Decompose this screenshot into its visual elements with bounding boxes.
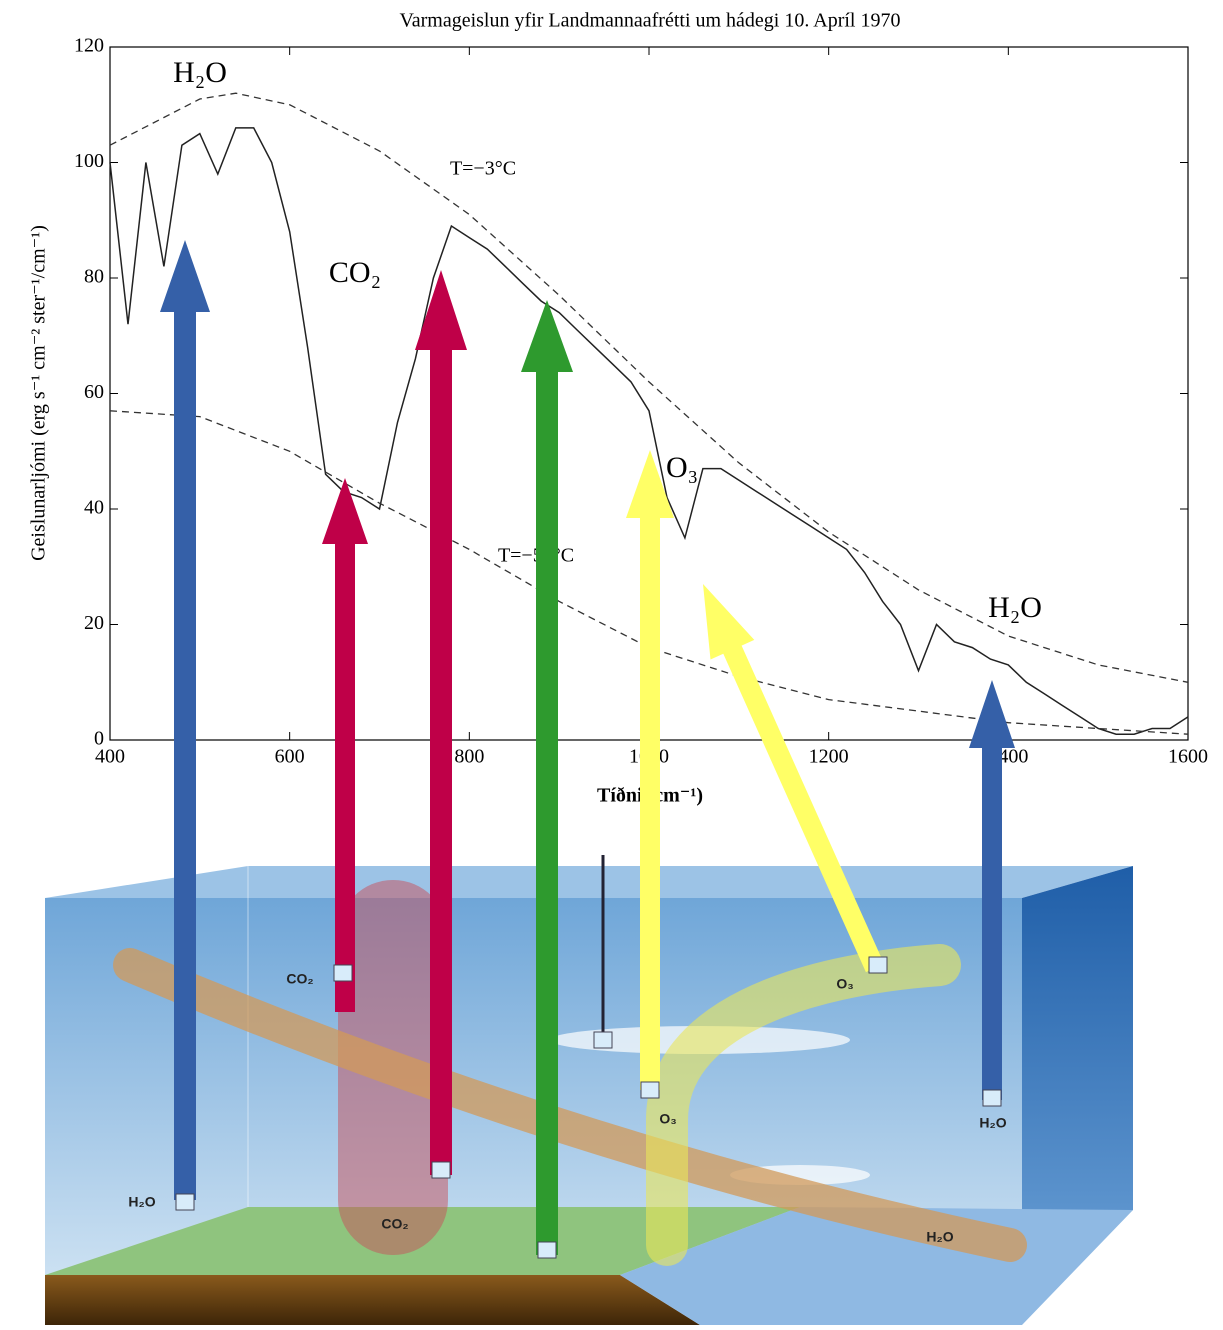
annotation: O₃ <box>666 451 698 484</box>
sample-cube <box>334 965 352 981</box>
y-axis-label: Geislunarljómi (erg s⁻¹ cm⁻² ster⁻¹/cm⁻¹… <box>28 225 50 561</box>
annotation: H₂O <box>173 56 227 89</box>
diagram-label: O₃ <box>659 1111 676 1127</box>
sample-cube <box>432 1162 450 1178</box>
box-top <box>45 866 1133 898</box>
sample-cube <box>176 1194 194 1210</box>
annotation: H₂O <box>988 591 1042 624</box>
y-tick-label: 60 <box>84 381 104 403</box>
y-tick-label: 80 <box>84 266 104 288</box>
chart-title: Varmageislun yfir Landmannaafrétti um há… <box>400 10 901 32</box>
annotation: CO₂ <box>329 256 381 289</box>
sample-cube <box>869 957 887 973</box>
diagram-label: H₂O <box>926 1229 953 1245</box>
sample-cube <box>538 1242 556 1258</box>
x-tick-label: 1200 <box>809 746 849 768</box>
x-tick-label: 600 <box>275 746 305 768</box>
figure: Varmageislun yfir Landmannaafrétti um há… <box>0 0 1223 1325</box>
y-tick-label: 20 <box>84 612 104 634</box>
y-tick-label: 40 <box>84 497 104 519</box>
soil <box>45 1275 700 1325</box>
y-tick-label: 120 <box>74 35 104 57</box>
y-tick-label: 100 <box>74 150 104 172</box>
page: {"chart_data": { "type": "line", "title"… <box>0 0 1223 1325</box>
diagram-label: H₂O <box>979 1115 1006 1131</box>
atmosphere-diagram <box>45 855 1133 1325</box>
diagram-label: H₂O <box>128 1194 155 1210</box>
sample-cube <box>594 1032 612 1048</box>
x-tick-label: 400 <box>95 746 125 768</box>
sample-cube <box>641 1082 659 1098</box>
x-tick-label: 1600 <box>1168 746 1208 768</box>
diagram-label: O₃ <box>836 976 853 992</box>
sample-cube <box>983 1090 1001 1106</box>
diagram-label: CO₂ <box>381 1216 408 1232</box>
annotation: T=−3°C <box>450 158 516 180</box>
diagram-label: CO₂ <box>286 971 313 987</box>
x-tick-label: 800 <box>454 746 484 768</box>
